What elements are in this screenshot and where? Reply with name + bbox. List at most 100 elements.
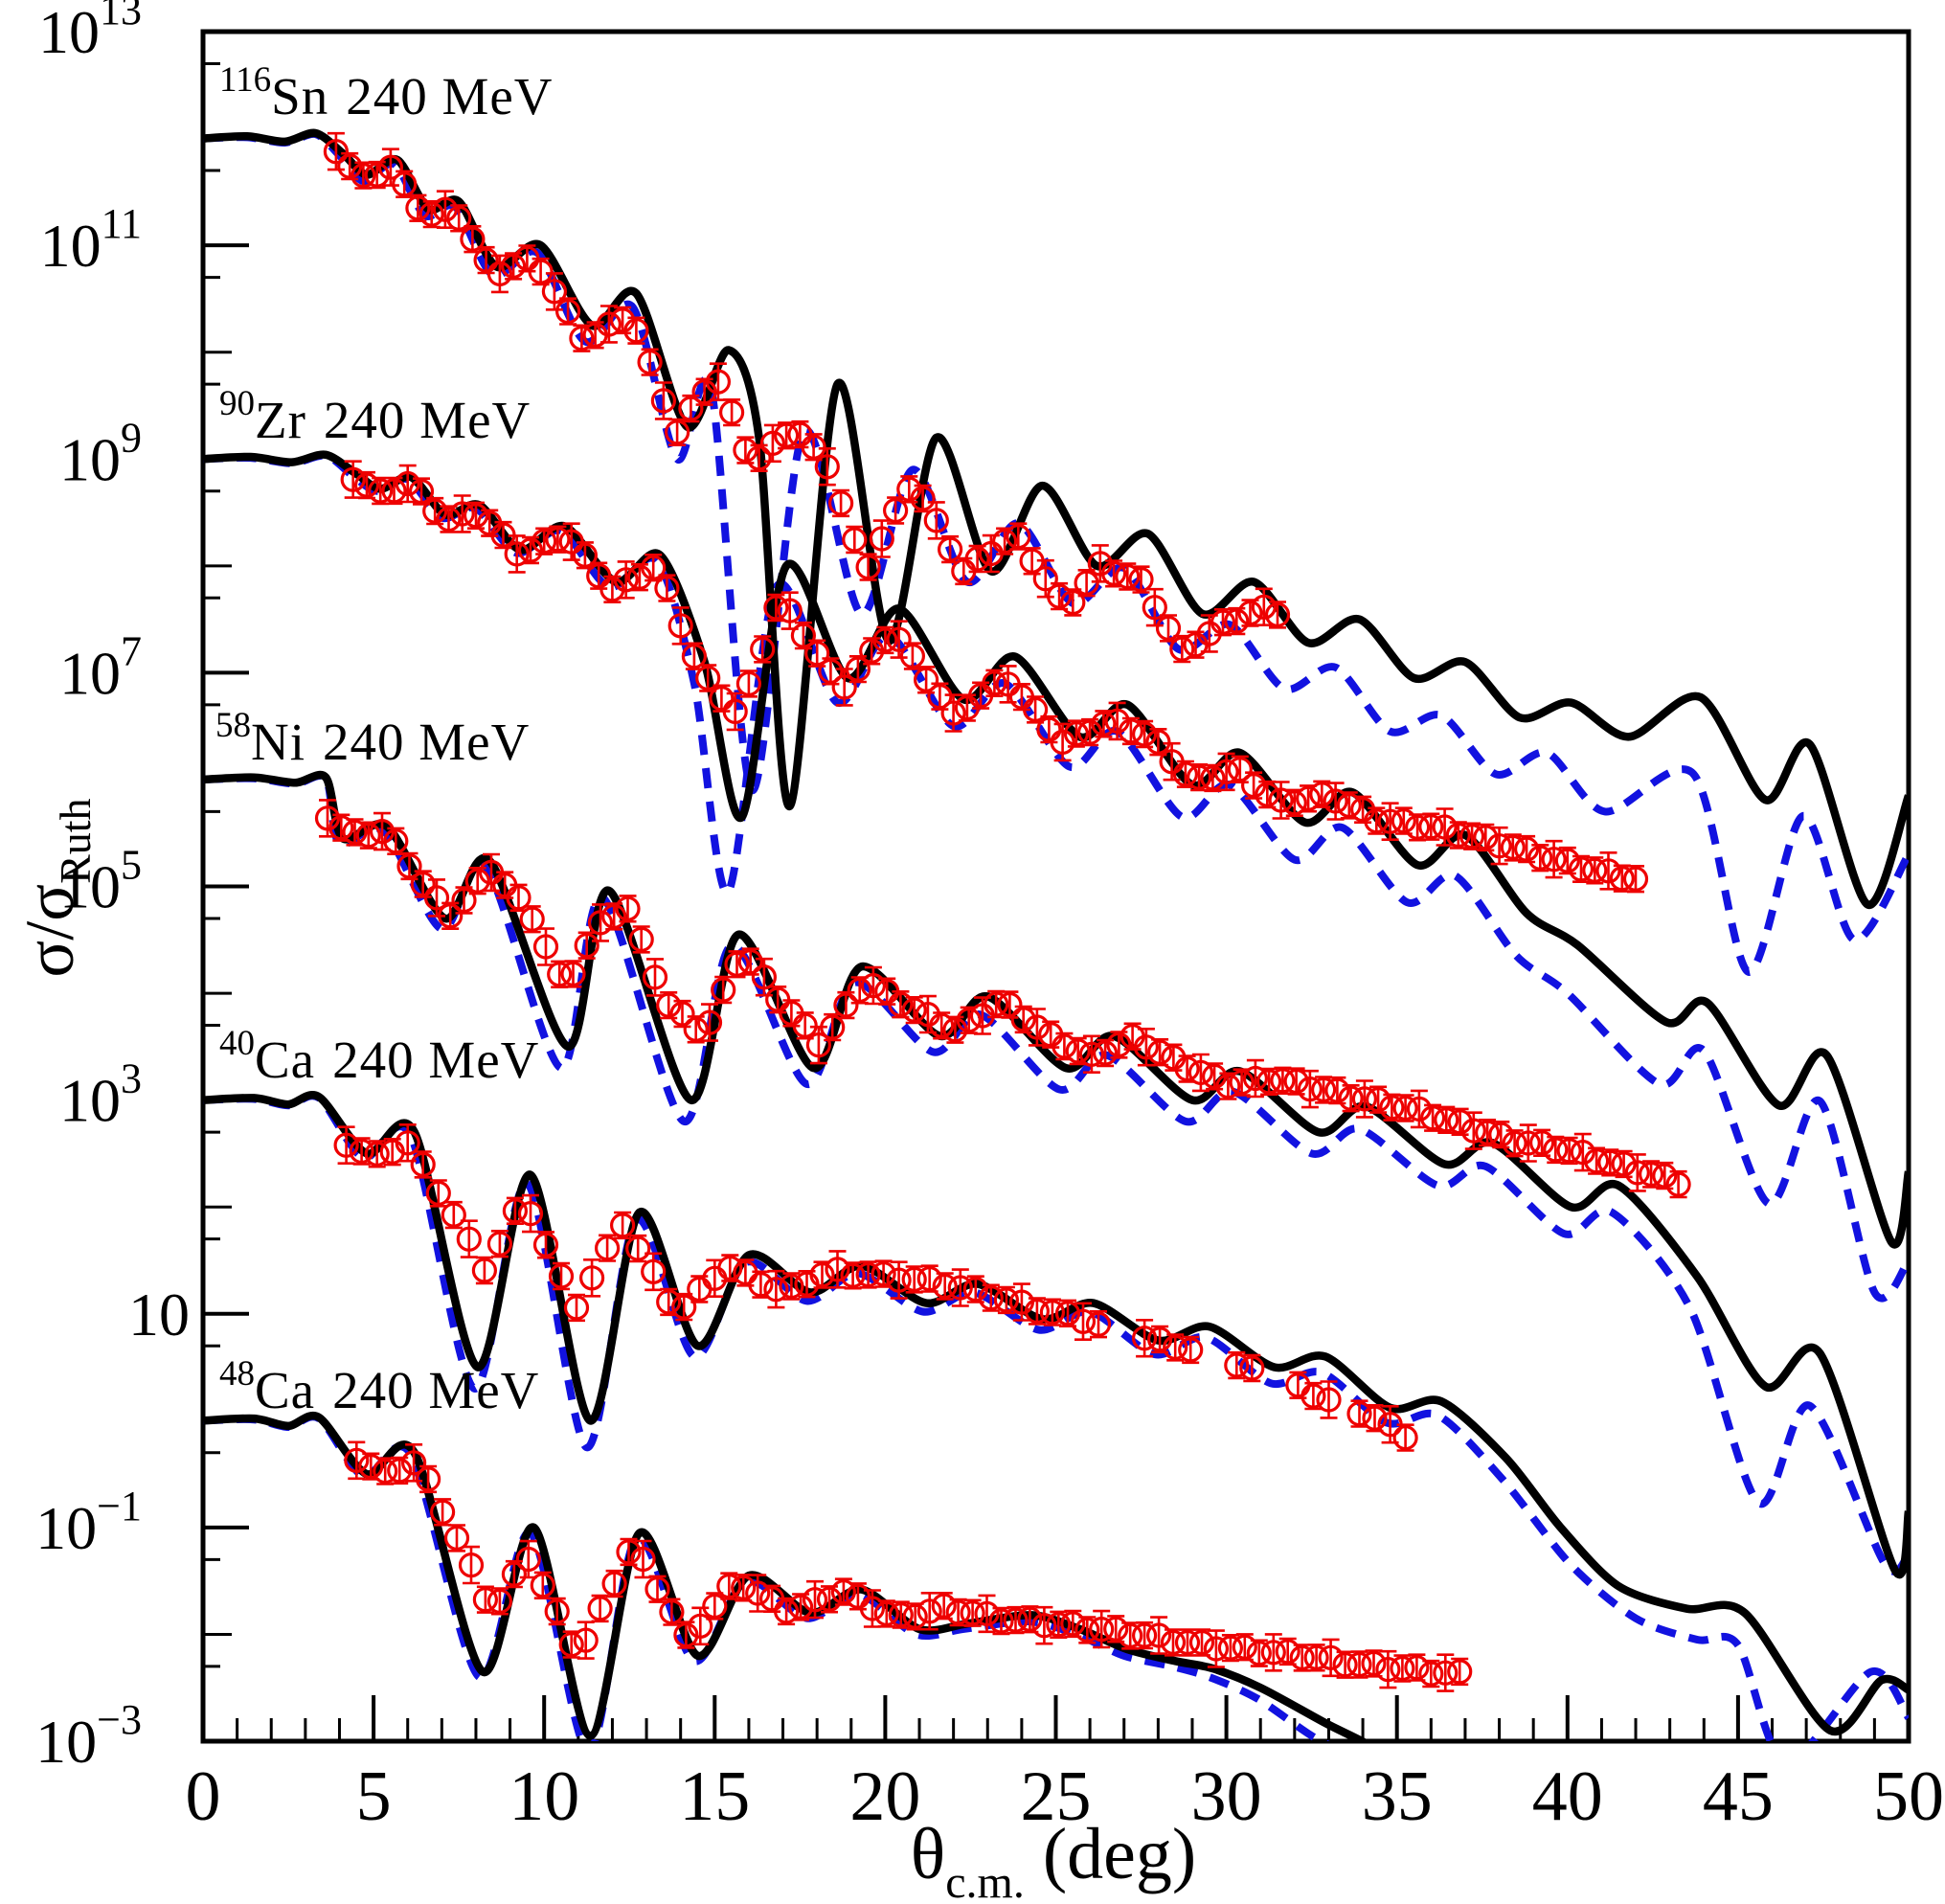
svg-text:1011: 1011 <box>40 200 142 280</box>
data-point <box>847 977 872 1004</box>
data-point <box>405 195 431 221</box>
data-point <box>613 567 639 593</box>
data-point <box>702 1593 728 1620</box>
data-point <box>1447 1109 1473 1135</box>
data-point <box>323 139 349 165</box>
data-point <box>456 1226 482 1252</box>
data-point <box>947 1275 973 1301</box>
data-point <box>777 598 803 623</box>
svg-text:30: 30 <box>1191 1757 1262 1836</box>
data-point <box>718 399 745 425</box>
data-point <box>695 665 721 691</box>
data-point <box>671 1294 697 1320</box>
data-point <box>1486 833 1512 859</box>
data-point <box>544 1598 570 1624</box>
data-point <box>1365 1087 1391 1113</box>
svg-text:25: 25 <box>1021 1757 1092 1836</box>
data-point <box>541 279 568 305</box>
data-point <box>1050 729 1075 756</box>
data-point <box>1118 718 1144 744</box>
data-point <box>563 1295 590 1321</box>
data-point <box>779 1000 804 1027</box>
data-point <box>615 895 641 921</box>
data-point <box>910 486 936 511</box>
data-point <box>960 1600 985 1626</box>
data-point <box>560 961 586 987</box>
data-point <box>1375 1656 1401 1683</box>
data-point <box>1361 1650 1387 1677</box>
data-point <box>951 558 977 584</box>
data-point <box>486 1231 513 1257</box>
data-point <box>514 245 540 271</box>
data-point <box>1155 615 1182 642</box>
data-point <box>425 1180 451 1207</box>
data-point <box>802 1587 828 1613</box>
data-point <box>659 1598 685 1625</box>
data-point <box>1568 856 1594 882</box>
data-point <box>982 670 1007 696</box>
data-point <box>1200 765 1226 791</box>
data-point <box>432 196 458 222</box>
data-point <box>745 1580 771 1606</box>
data-point <box>997 991 1023 1018</box>
data-point <box>1131 1622 1158 1648</box>
data-point <box>711 977 736 1003</box>
data-point <box>410 871 436 897</box>
data-point <box>716 1573 742 1599</box>
data-point <box>1169 636 1195 662</box>
beam-energy: 240 MeV <box>323 391 531 449</box>
data-point <box>827 490 854 516</box>
data-point <box>779 1273 804 1300</box>
svg-text:45: 45 <box>1703 1757 1774 1836</box>
data-point <box>351 163 376 189</box>
data-point <box>373 1458 398 1485</box>
data-point <box>1270 1068 1296 1094</box>
data-point <box>1624 1160 1650 1186</box>
data-point <box>1224 608 1250 634</box>
data-point <box>805 1031 832 1058</box>
data-point <box>1237 600 1263 626</box>
data-point <box>888 1601 914 1628</box>
data-point <box>855 554 881 580</box>
svg-text:35: 35 <box>1362 1757 1433 1836</box>
data-point <box>1391 807 1416 834</box>
data-point <box>1460 1118 1486 1144</box>
data-point <box>1324 1077 1350 1103</box>
data-point <box>1210 609 1236 635</box>
data-point <box>1091 711 1117 737</box>
data-point <box>1377 1412 1403 1438</box>
data-point <box>1418 814 1444 840</box>
svg-text:10−3: 10−3 <box>35 1696 142 1776</box>
data-point <box>705 369 732 395</box>
curve-zr90-solid <box>203 450 1909 1249</box>
data-point <box>1085 1311 1112 1337</box>
series-label-40ca: 40Ca 240 MeV <box>219 1023 539 1090</box>
data-point <box>1392 1095 1418 1122</box>
data-point <box>1227 757 1253 782</box>
data-point <box>387 1458 413 1484</box>
data-point <box>818 658 844 685</box>
data-point <box>1186 764 1212 790</box>
data-point <box>478 859 505 886</box>
data-point <box>1264 601 1291 628</box>
data-point <box>587 910 614 936</box>
data-point <box>408 478 435 505</box>
data-point <box>1406 1096 1433 1122</box>
data-point <box>1418 1661 1444 1687</box>
data-point <box>1390 1655 1415 1682</box>
curve-ni58-dashed <box>203 771 1909 1575</box>
data-point <box>401 1450 427 1476</box>
data-point <box>1039 1300 1066 1326</box>
data-point <box>554 299 581 325</box>
data-point <box>558 529 584 555</box>
mass-superscript: 48 <box>219 1354 255 1394</box>
data-point <box>787 1594 814 1621</box>
data-point <box>787 421 813 447</box>
data-point <box>667 613 693 639</box>
data-point <box>441 1202 466 1228</box>
data-point <box>874 979 900 1005</box>
data-point <box>625 1235 651 1261</box>
data-point <box>901 997 927 1023</box>
data-point <box>355 823 381 849</box>
